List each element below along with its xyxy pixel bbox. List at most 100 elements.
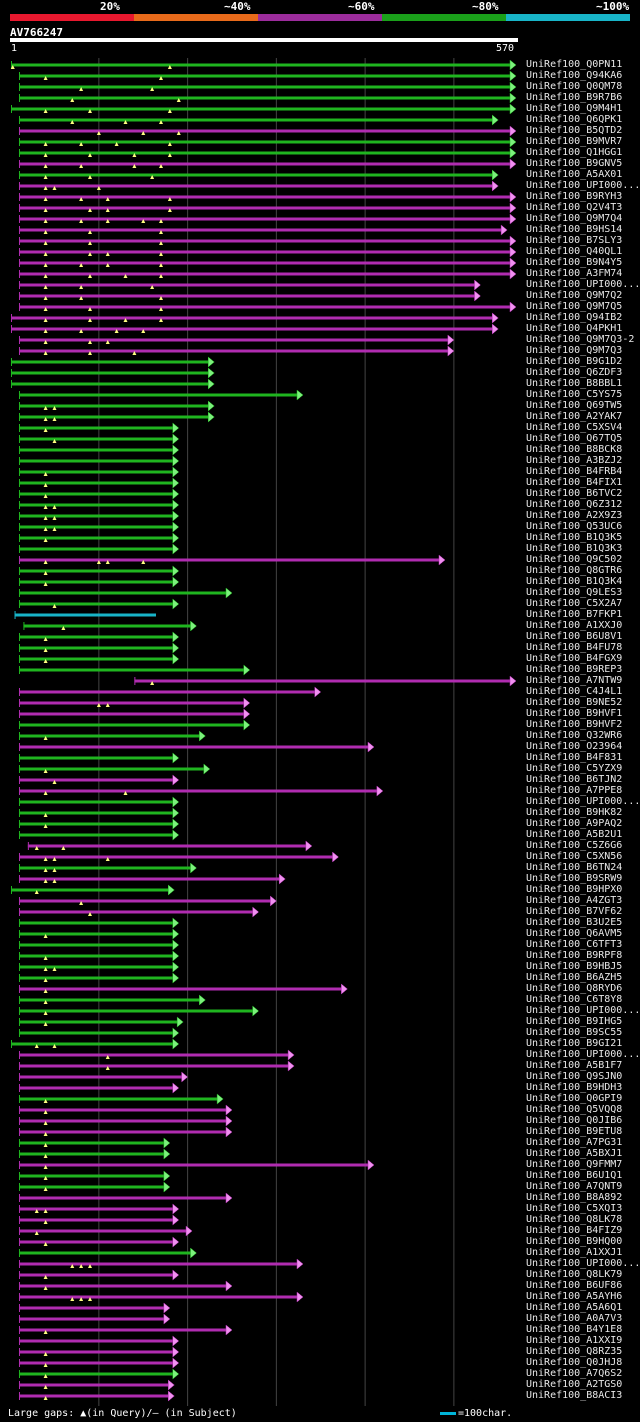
hit-label[interactable]: UniRef100_Q4PKH1 bbox=[526, 323, 623, 334]
hit-label[interactable]: UniRef100_Q2V4T3 bbox=[526, 202, 623, 213]
hit-label[interactable]: UniRef100_Q9M7Q2 bbox=[526, 290, 623, 301]
hit-label[interactable]: UniRef100_B4FGX9 bbox=[526, 653, 623, 664]
hit-label[interactable]: UniRef100_Q9M7Q3 bbox=[526, 345, 623, 356]
hit-label[interactable]: UniRef100_UPI000... bbox=[526, 1005, 640, 1016]
hit-label[interactable]: UniRef100_B8ACI3 bbox=[526, 1390, 623, 1401]
hit-label[interactable]: UniRef100_C5Z6G6 bbox=[526, 840, 623, 851]
hit-label[interactable]: UniRef100_B4F831 bbox=[526, 752, 623, 763]
hit-label[interactable]: UniRef100_B4FU78 bbox=[526, 642, 623, 653]
hit-label[interactable]: UniRef100_B9HBJ5 bbox=[526, 961, 623, 972]
hit-label[interactable]: UniRef100_A5BXJ1 bbox=[526, 1148, 623, 1159]
hit-label[interactable]: UniRef100_B6TVC2 bbox=[526, 488, 623, 499]
hit-label[interactable]: UniRef100_B6TJN2 bbox=[526, 774, 623, 785]
hit-label[interactable]: UniRef100_A1XXI9 bbox=[526, 1335, 623, 1346]
hit-label[interactable]: UniRef100_Q9M4H1 bbox=[526, 103, 623, 114]
hit-label[interactable]: UniRef100_Q0JHJ8 bbox=[526, 1357, 623, 1368]
hit-label[interactable]: UniRef100_Q9FMM7 bbox=[526, 1159, 623, 1170]
hit-label[interactable]: UniRef100_B5QTD2 bbox=[526, 125, 623, 136]
hit-label[interactable]: UniRef100_Q53UC6 bbox=[526, 521, 623, 532]
hit-label[interactable]: UniRef100_B6U1Q1 bbox=[526, 1170, 623, 1181]
hit-label[interactable]: UniRef100_B9IHG5 bbox=[526, 1016, 623, 1027]
hit-label[interactable]: UniRef100_Q94IB2 bbox=[526, 312, 623, 323]
hit-label[interactable]: UniRef100_A2X9Z3 bbox=[526, 510, 623, 521]
hit-label[interactable]: UniRef100_Q32WR6 bbox=[526, 730, 623, 741]
hit-label[interactable]: UniRef100_Q40QL1 bbox=[526, 246, 623, 257]
hit-label[interactable]: UniRef100_Q9M7Q5 bbox=[526, 301, 623, 312]
hit-label[interactable]: UniRef100_B9SC55 bbox=[526, 1027, 623, 1038]
hit-label[interactable]: UniRef100_Q6Z312 bbox=[526, 499, 623, 510]
hit-label[interactable]: UniRef100_Q0PN11 bbox=[526, 59, 623, 70]
hit-label[interactable]: UniRef100_UPI000... bbox=[526, 180, 640, 191]
hit-label[interactable]: UniRef100_Q9M7Q4 bbox=[526, 213, 623, 224]
hit-label[interactable]: UniRef100_A7NTW9 bbox=[526, 675, 623, 686]
hit-label[interactable]: UniRef100_C6TFT3 bbox=[526, 939, 623, 950]
hit-label[interactable]: UniRef100_A2TGS0 bbox=[526, 1379, 623, 1390]
hit-label[interactable]: UniRef100_Q69TW5 bbox=[526, 400, 623, 411]
hit-label[interactable]: UniRef100_B9G1D2 bbox=[526, 356, 623, 367]
hit-label[interactable]: UniRef100_B1Q3K3 bbox=[526, 543, 623, 554]
hit-label[interactable]: UniRef100_C5XQI3 bbox=[526, 1203, 623, 1214]
hit-label[interactable]: UniRef100_Q6QPK1 bbox=[526, 114, 623, 125]
hit-label[interactable]: UniRef100_Q67TQ5 bbox=[526, 433, 623, 444]
hit-label[interactable]: UniRef100_B9RYH3 bbox=[526, 191, 623, 202]
hit-label[interactable]: UniRef100_A5AX01 bbox=[526, 169, 623, 180]
hit-label[interactable]: UniRef100_B9HQ00 bbox=[526, 1236, 623, 1247]
hit-label[interactable]: UniRef100_B6U8V1 bbox=[526, 631, 623, 642]
hit-label[interactable]: UniRef100_B4FIZ9 bbox=[526, 1225, 623, 1236]
hit-label[interactable]: UniRef100_B9R7B6 bbox=[526, 92, 623, 103]
hit-label[interactable]: UniRef100_Q0GPI9 bbox=[526, 1093, 623, 1104]
hit-label[interactable]: UniRef100_C5XSV4 bbox=[526, 422, 623, 433]
hit-label[interactable]: UniRef100_A3BZJ2 bbox=[526, 455, 623, 466]
hit-label[interactable]: UniRef100_A5AYH6 bbox=[526, 1291, 623, 1302]
hit-label[interactable]: UniRef100_B8BBL1 bbox=[526, 378, 623, 389]
hit-label[interactable]: UniRef100_C5YZX9 bbox=[526, 763, 623, 774]
hit-label[interactable]: UniRef100_B9ETU8 bbox=[526, 1126, 623, 1137]
hit-label[interactable]: UniRef100_Q6ZDF3 bbox=[526, 367, 623, 378]
hit-label[interactable]: UniRef100_A7QNT9 bbox=[526, 1181, 623, 1192]
hit-label[interactable]: UniRef100_B9MVR7 bbox=[526, 136, 623, 147]
hit-label[interactable]: UniRef100_Q8RZ35 bbox=[526, 1346, 623, 1357]
hit-label[interactable]: UniRef100_B6AZH5 bbox=[526, 972, 623, 983]
hit-label[interactable]: UniRef100_B9GNV5 bbox=[526, 158, 623, 169]
hit-label[interactable]: UniRef100_A5B1F7 bbox=[526, 1060, 623, 1071]
hit-label[interactable]: UniRef100_C4J4L1 bbox=[526, 686, 623, 697]
hit-label[interactable]: UniRef100_A2YAK7 bbox=[526, 411, 623, 422]
hit-label[interactable]: UniRef100_A7PPE8 bbox=[526, 785, 623, 796]
hit-label[interactable]: UniRef100_C5X2A7 bbox=[526, 598, 623, 609]
hit-label[interactable]: UniRef100_A1XXJ1 bbox=[526, 1247, 623, 1258]
hit-label[interactable]: UniRef100_UPI000... bbox=[526, 1258, 640, 1269]
hit-label[interactable]: UniRef100_Q8RYD6 bbox=[526, 983, 623, 994]
hit-label[interactable]: UniRef100_A7Q6S2 bbox=[526, 1368, 623, 1379]
hit-label[interactable]: UniRef100_B3U2E5 bbox=[526, 917, 623, 928]
hit-label[interactable]: UniRef100_B9HPX0 bbox=[526, 884, 623, 895]
hit-label[interactable]: UniRef100_B1Q3K5 bbox=[526, 532, 623, 543]
hit-label[interactable]: UniRef100_B4FRB4 bbox=[526, 466, 623, 477]
hit-label[interactable]: UniRef100_Q8LK79 bbox=[526, 1269, 623, 1280]
hit-label[interactable]: UniRef100_B7VF62 bbox=[526, 906, 623, 917]
hit-label[interactable]: UniRef100_B4Y1E8 bbox=[526, 1324, 623, 1335]
hit-label[interactable]: UniRef100_Q8GTR6 bbox=[526, 565, 623, 576]
hit-label[interactable]: UniRef100_Q0JIB6 bbox=[526, 1115, 623, 1126]
hit-label[interactable]: UniRef100_Q1HGG1 bbox=[526, 147, 623, 158]
hit-label[interactable]: UniRef100_Q9SJN0 bbox=[526, 1071, 623, 1082]
hit-label[interactable]: UniRef100_C6T8Y8 bbox=[526, 994, 623, 1005]
hit-label[interactable]: UniRef100_B9HVF2 bbox=[526, 719, 623, 730]
hit-label[interactable]: UniRef100_Q94KA6 bbox=[526, 70, 623, 81]
hit-label[interactable]: UniRef100_A5A6Q1 bbox=[526, 1302, 623, 1313]
hit-label[interactable]: UniRef100_B4FIX1 bbox=[526, 477, 623, 488]
hit-label[interactable]: UniRef100_Q0QM78 bbox=[526, 81, 623, 92]
hit-label[interactable]: UniRef100_Q9C502 bbox=[526, 554, 623, 565]
hit-label[interactable]: UniRef100_A7PG31 bbox=[526, 1137, 623, 1148]
hit-label[interactable]: UniRef100_Q5VQQ8 bbox=[526, 1104, 623, 1115]
hit-label[interactable]: UniRef100_B9N4Y5 bbox=[526, 257, 623, 268]
hit-label[interactable]: UniRef100_UPI000... bbox=[526, 796, 640, 807]
hit-label[interactable]: UniRef100_B9HVF1 bbox=[526, 708, 623, 719]
hit-label[interactable]: UniRef100_B8A892 bbox=[526, 1192, 623, 1203]
hit-label[interactable]: UniRef100_B9HK82 bbox=[526, 807, 623, 818]
hit-label[interactable]: UniRef100_B7FKP1 bbox=[526, 609, 623, 620]
hit-label[interactable]: UniRef100_UPI000... bbox=[526, 279, 640, 290]
hit-label[interactable]: UniRef100_B7SLY3 bbox=[526, 235, 623, 246]
hit-label[interactable]: UniRef100_B9NE52 bbox=[526, 697, 623, 708]
hit-label[interactable]: UniRef100_A3FM74 bbox=[526, 268, 623, 279]
hit-label[interactable]: UniRef100_A4ZGT3 bbox=[526, 895, 623, 906]
